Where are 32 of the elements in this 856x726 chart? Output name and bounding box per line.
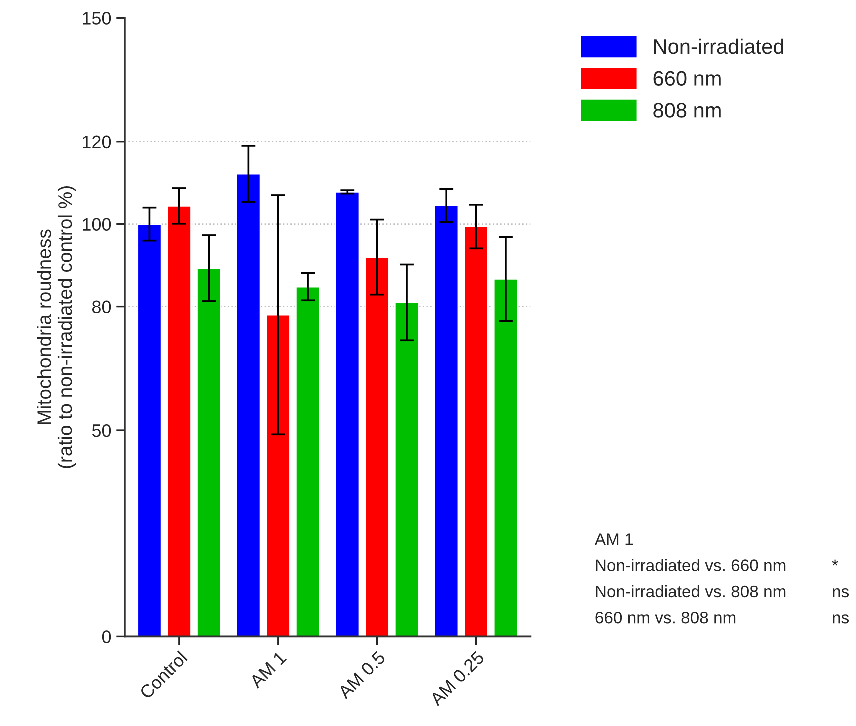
y-tick-label: 50 — [92, 424, 112, 438]
x-tick-label: AM 0.25 — [429, 650, 486, 707]
y-axis-title: Mitochondria roudness (ratio to non-irradiated control %) — [37, 186, 76, 468]
legend-label: Non-irradiated — [654, 38, 784, 54]
x-tick-label: AM 0.5 — [337, 650, 386, 700]
text: Non-irradiated vs. 660 nm — [596, 559, 786, 572]
bar — [394, 302, 420, 637]
bar — [266, 314, 291, 637]
bar — [137, 224, 162, 637]
bar — [364, 256, 390, 637]
text: Non-irradiated vs. 808 nm — [596, 585, 786, 598]
bar — [166, 205, 192, 637]
text: AM 1 — [594, 534, 634, 546]
legend-label: 808 nm — [654, 103, 721, 118]
bar — [464, 226, 489, 637]
bar — [434, 205, 460, 637]
bar — [493, 278, 519, 637]
y-tick-label: 80 — [92, 300, 112, 314]
y-tick-label: 100 — [83, 218, 112, 232]
y-tick-label: 0 — [102, 630, 112, 644]
y-tick-label: 120 — [83, 136, 112, 149]
bar — [236, 173, 262, 637]
legend-label: 660 nm — [654, 71, 721, 86]
text: ns — [833, 614, 850, 624]
text: 660 nm vs. 808 nm — [596, 612, 736, 624]
text: ns — [833, 588, 850, 598]
text: * — [832, 560, 838, 566]
y-tick-label: 150 — [83, 12, 112, 25]
x-tick-label: AM 1 — [249, 650, 287, 689]
bar — [335, 191, 360, 637]
bar — [295, 286, 321, 637]
bar — [196, 268, 222, 637]
